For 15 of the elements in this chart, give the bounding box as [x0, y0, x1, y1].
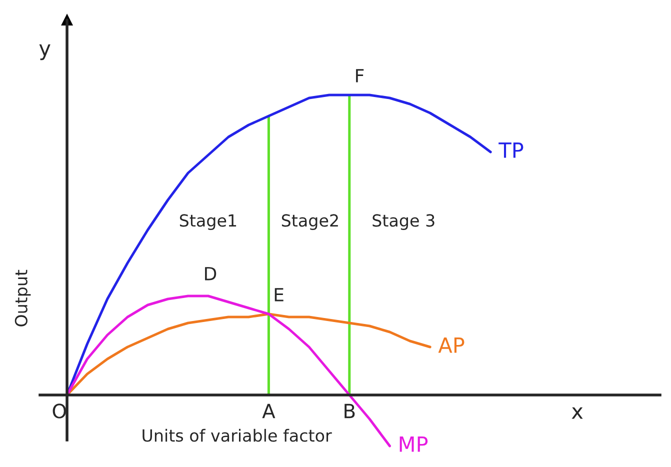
x-tick-label: A: [262, 404, 276, 418]
text: x: [572, 407, 583, 419]
x-tick-label: B: [344, 404, 355, 418]
annotation: F: [356, 69, 364, 82]
x-axis-title: Units of variable factor: [142, 428, 332, 442]
annotation: Stage1: [180, 214, 236, 230]
annotation: D: [205, 267, 216, 280]
series-label: TP: [498, 142, 524, 158]
annotation: Stage2: [282, 214, 338, 230]
annotation: E: [274, 288, 284, 302]
text: y: [39, 44, 50, 60]
annotation: Stage 3: [372, 214, 434, 230]
y-axis-title: Output: [14, 270, 31, 326]
series-label: MP: [400, 436, 428, 452]
series-label: AP: [438, 338, 464, 353]
